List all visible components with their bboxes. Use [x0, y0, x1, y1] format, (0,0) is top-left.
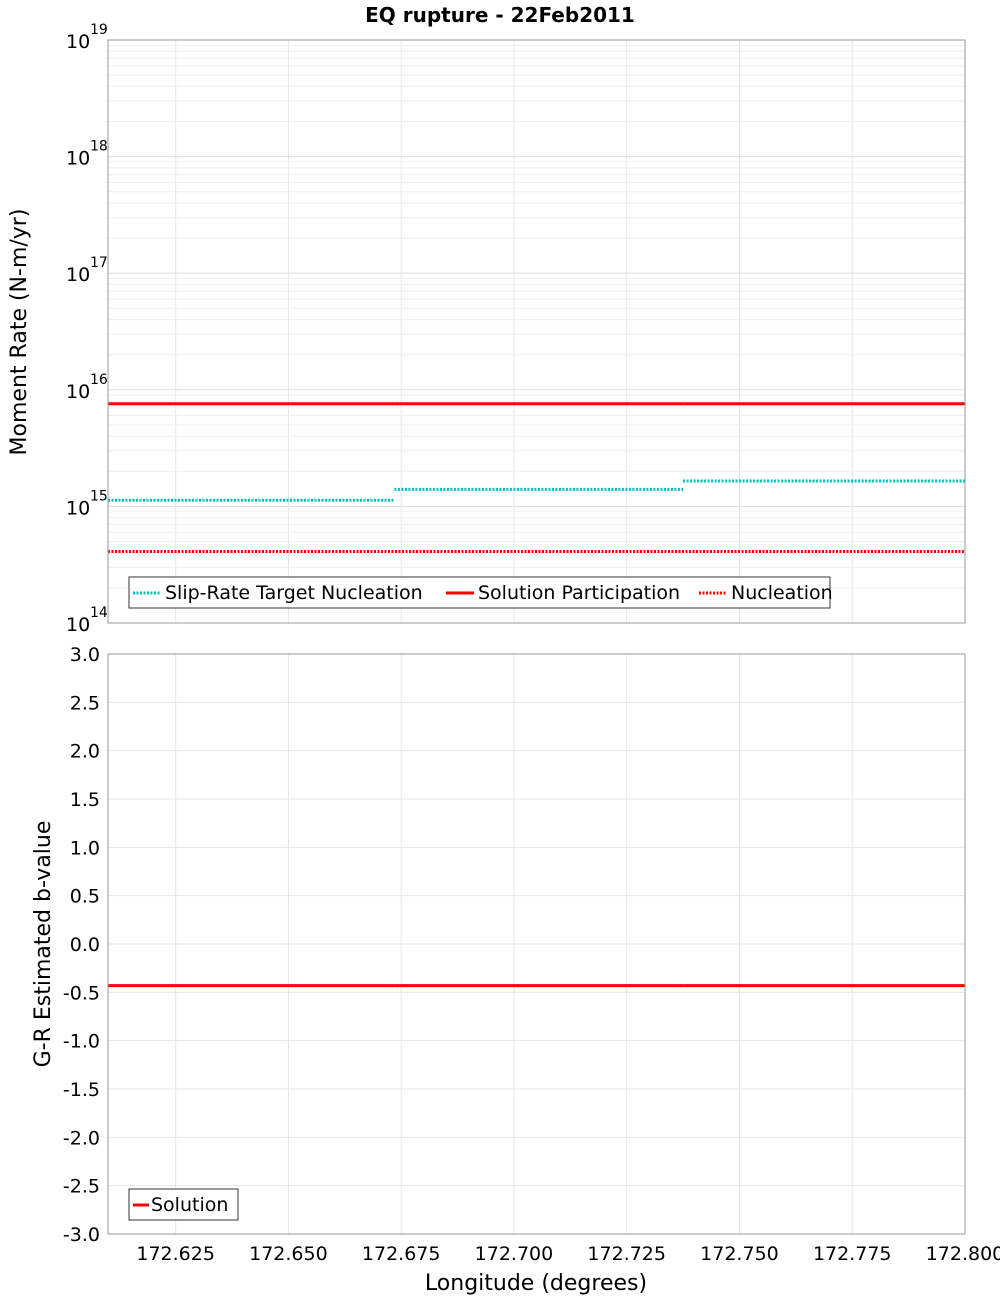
b-value-y-tick-label: 2.5: [70, 692, 100, 714]
b-value-y-tick-label: -2.5: [63, 1176, 100, 1198]
moment-rate-y-axis-label: Moment Rate (N-m/yr): [7, 209, 32, 456]
x-tick-label: 172.775: [813, 1243, 892, 1265]
b-value-legend: Solution: [128, 1188, 239, 1221]
legend-label-solution: Solution: [151, 1194, 228, 1216]
moment-rate-series: [108, 402, 965, 554]
b-value-y-tick-label: -3.0: [63, 1224, 100, 1246]
x-tick-label: 172.800: [926, 1243, 1000, 1265]
x-tick-label: 172.750: [700, 1243, 779, 1265]
moment-rate-y-tick-base: 10: [66, 497, 90, 519]
b-value-panel: 3.0 2.5 2.0 1.5 1.0 0.5 0.0 -0.5 -1.0 -1.5 -2.0 -2.…: [31, 644, 1000, 1296]
x-tick-label: 172.725: [587, 1243, 666, 1265]
moment-rate-plot-area: [108, 40, 965, 623]
chart-title: EQ rupture - 22Feb2011: [365, 3, 635, 27]
x-tick-label: 172.650: [249, 1243, 328, 1265]
moment-rate-y-tick-exponent: 15: [90, 488, 108, 504]
b-value-y-tick-label: -0.5: [63, 982, 100, 1004]
b-value-y-tick-label: -1.0: [63, 1031, 100, 1053]
x-ticks: 172.625 172.650 172.675 172.700 172.725 172.7…: [136, 1243, 1000, 1265]
moment-rate-plot-border: [107, 39, 966, 624]
moment-rate-y-tick-exponent: 18: [90, 139, 108, 155]
legend-label-solution-participation: Solution Participation: [478, 582, 680, 604]
moment-rate-y-tick-exponent: 19: [90, 22, 108, 38]
moment-rate-y-tick-base: 10: [66, 381, 90, 403]
legend-label-slip-rate-target-nucleation: Slip-Rate Target Nucleation: [165, 582, 423, 604]
x-axis-label: Longitude (degrees): [425, 1271, 647, 1296]
moment-rate-y-tick-base: 10: [66, 148, 90, 170]
b-value-y-axis-label: G-R Estimated b-value: [31, 821, 56, 1068]
x-tick-label: 172.625: [136, 1243, 215, 1265]
x-tick-label: 172.700: [475, 1243, 554, 1265]
moment-rate-y-tick-base: 10: [66, 614, 90, 636]
b-value-y-tick-label: 3.0: [70, 644, 100, 666]
b-value-y-tick-label: 1.5: [70, 789, 100, 811]
b-value-plot-border: [107, 653, 966, 1235]
moment-rate-y-tick-exponent: 14: [90, 605, 108, 621]
moment-rate-grid: [108, 40, 966, 624]
b-value-y-tick-label: 0.5: [70, 886, 100, 908]
moment-rate-legend: Slip-Rate Target Nucleation Solution Part…: [128, 576, 833, 609]
b-value-y-tick-label: 0.0: [70, 934, 100, 956]
b-value-y-tick-label: 1.0: [70, 837, 100, 859]
b-value-y-tick-label: 2.0: [70, 741, 100, 763]
legend-label-nucleation: Nucleation: [731, 582, 833, 604]
b-value-y-ticks: 3.0 2.5 2.0 1.5 1.0 0.5 0.0 -0.5 -1.0 -1.5 -2.0 -2.…: [63, 644, 100, 1246]
x-tick-label: 172.675: [362, 1243, 441, 1265]
b-value-y-tick-label: -2.0: [63, 1127, 100, 1149]
moment-rate-y-tick-exponent: 16: [90, 372, 108, 388]
b-value-y-tick-label: -1.5: [63, 1079, 100, 1101]
moment-rate-y-tick-exponent: 17: [90, 255, 108, 271]
moment-rate-y-tick-base: 10: [66, 264, 90, 286]
moment-rate-y-tick-base: 10: [66, 31, 90, 53]
